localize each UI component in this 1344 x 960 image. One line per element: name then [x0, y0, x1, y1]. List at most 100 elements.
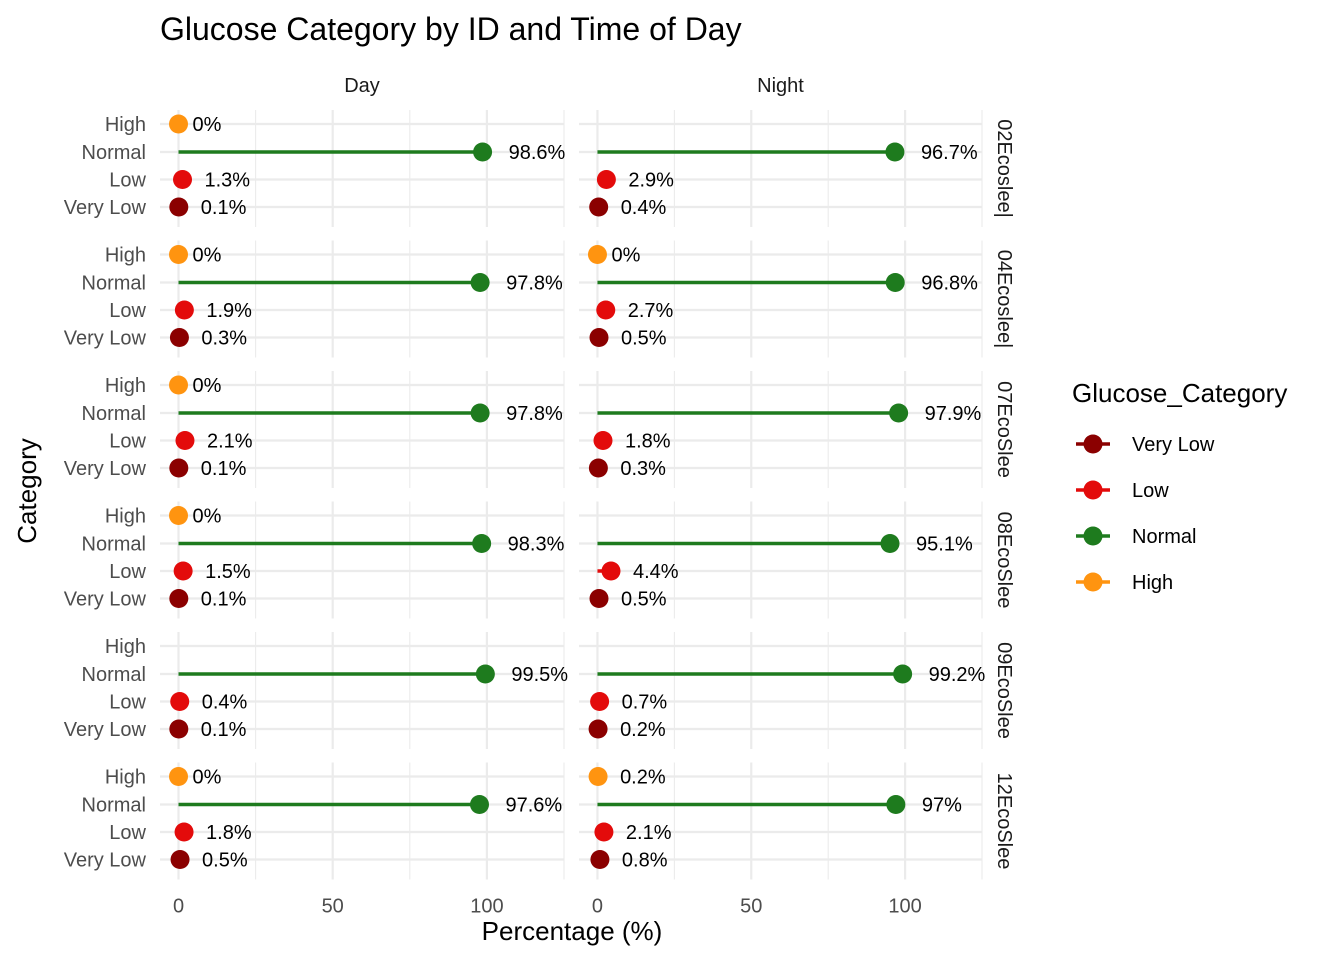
data-label-low: 2.9% [628, 170, 674, 192]
data-label-very-low: 0.5% [202, 850, 248, 872]
facet-row-label-08ecoslee: 08EcoSlee [993, 512, 1015, 609]
data-label-very-low: 0.1% [201, 197, 247, 219]
data-label-very-low: 0.5% [621, 589, 667, 611]
data-label-high: 0.2% [620, 767, 666, 789]
facet-row-label-02ecoslee: 02Ecoslee| [993, 119, 1015, 218]
point-very-low [590, 850, 610, 869]
panel-08ecoslee-day: 0% 98.3% 1.5% 0.1% [160, 501, 565, 619]
point-low [590, 692, 610, 711]
point-high [169, 114, 189, 134]
point-very-low [169, 719, 189, 739]
point-normal [473, 142, 493, 162]
data-label-very-low: 0.5% [621, 328, 667, 350]
point-high [169, 506, 189, 525]
point-high [588, 767, 608, 786]
point-normal [886, 795, 906, 814]
data-label-low: 1.8% [206, 822, 252, 844]
point-low [601, 561, 621, 581]
data-label-high: 0% [193, 375, 222, 397]
y-tick-label-low: Low [109, 561, 146, 583]
legend-title: Glucose_Category [1072, 378, 1287, 408]
x-tick-label: 50 [740, 896, 762, 918]
data-label-normal: 97.9% [925, 403, 982, 425]
legend-key-point [1083, 526, 1103, 546]
point-low [596, 170, 616, 189]
y-tick-label-normal: Normal [82, 142, 146, 164]
panel-12ecoslee-day: 0% 97.6% 1.8% 0.5% [160, 762, 565, 880]
y-tick-label-low: Low [109, 431, 146, 453]
point-very-low [588, 719, 608, 739]
point-normal [893, 664, 913, 684]
data-label-low: 1.8% [625, 431, 671, 453]
y-tick-label-normal: Normal [82, 403, 146, 425]
point-low [173, 170, 193, 189]
facet-row-label-04ecoslee: 04Ecoslee| [993, 250, 1015, 349]
point-very-low [169, 197, 189, 217]
facet-column-label-night: Night [757, 75, 804, 97]
legend-key-point [1083, 572, 1103, 592]
data-label-very-low: 0.2% [620, 719, 666, 741]
data-label-normal: 99.2% [929, 664, 986, 686]
facet-column-label-day: Day [344, 75, 380, 97]
point-high [169, 245, 189, 264]
y-tick-label-normal: Normal [82, 795, 146, 817]
data-label-high: 0% [611, 245, 640, 267]
point-low [175, 431, 195, 450]
y-tick-label-low: Low [109, 692, 146, 714]
data-label-very-low: 0.3% [201, 328, 247, 350]
data-label-low: 2.1% [626, 822, 672, 844]
point-very-low [169, 458, 189, 478]
point-low [596, 300, 616, 320]
point-normal [472, 534, 492, 553]
data-label-very-low: 0.3% [620, 458, 666, 480]
x-tick-label: 50 [322, 896, 344, 918]
y-tick-label-high: High [105, 767, 146, 789]
y-tick-label-normal: Normal [82, 273, 146, 295]
y-tick-label-high: High [105, 114, 146, 136]
data-label-high: 0% [193, 245, 222, 267]
legend-label: High [1132, 572, 1173, 594]
point-low [594, 822, 614, 842]
legend-entry-very-low: Very Low [1076, 434, 1215, 456]
panel-09ecoslee-day: 99.5% 0.4% 0.1% [160, 632, 568, 749]
legend-key-point [1083, 434, 1103, 454]
point-normal [470, 273, 490, 292]
point-low [173, 561, 193, 581]
data-label-normal: 96.8% [921, 273, 978, 295]
data-label-low: 2.7% [628, 300, 674, 322]
point-normal [470, 403, 490, 423]
panel-02ecoslee-night: 96.7% 2.9% 0.4% [579, 110, 983, 227]
y-tick-label-high: High [105, 506, 146, 528]
legend-entry-low: Low [1076, 480, 1169, 502]
point-normal [880, 534, 900, 553]
data-label-low: 4.4% [633, 561, 679, 583]
data-label-high: 0% [193, 506, 222, 528]
legend-label: Low [1132, 480, 1169, 502]
point-very-low [589, 589, 609, 608]
point-very-low [588, 458, 608, 478]
data-label-normal: 98.6% [509, 142, 566, 164]
y-tick-label-high: High [105, 375, 146, 397]
y-axis-title: Category [12, 438, 42, 544]
panel-09ecoslee-night: 99.2% 0.7% 0.2% [579, 632, 986, 749]
data-label-normal: 97.8% [506, 403, 563, 425]
y-tick-label-low: Low [109, 822, 146, 844]
y-tick-label-very-low: Very Low [64, 197, 147, 219]
point-normal [475, 664, 495, 684]
y-tick-label-very-low: Very Low [64, 850, 147, 872]
point-very-low [170, 850, 190, 869]
data-label-very-low: 0.1% [201, 589, 247, 611]
data-label-very-low: 0.4% [621, 197, 667, 219]
y-tick-label-very-low: Very Low [64, 719, 147, 741]
panel-07ecoslee-day: 0% 97.8% 2.1% 0.1% [160, 371, 565, 488]
y-tick-label-low: Low [109, 170, 146, 192]
y-tick-label-very-low: Very Low [64, 458, 147, 480]
data-label-low: 1.5% [205, 561, 251, 583]
data-label-low: 0.4% [202, 692, 248, 714]
data-label-normal: 95.1% [916, 534, 973, 556]
legend-entry-high: High [1076, 572, 1173, 594]
panel-07ecoslee-night: 97.9% 1.8% 0.3% [579, 371, 983, 488]
point-normal [885, 142, 905, 162]
facet-strips: Day Night 02Ecoslee| 04Ecoslee| 07EcoSlee 08E… [344, 75, 1015, 869]
